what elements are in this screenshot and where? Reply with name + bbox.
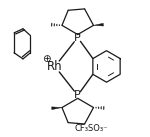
Text: P: P: [74, 90, 81, 99]
Text: P: P: [74, 33, 81, 43]
Text: CF₃SO₃⁻: CF₃SO₃⁻: [74, 124, 108, 133]
Polygon shape: [93, 23, 104, 26]
Polygon shape: [52, 107, 62, 110]
Text: Rh: Rh: [47, 60, 63, 73]
Text: ⊕: ⊕: [42, 54, 51, 64]
